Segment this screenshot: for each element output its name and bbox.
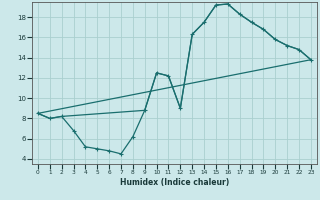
X-axis label: Humidex (Indice chaleur): Humidex (Indice chaleur) <box>120 178 229 187</box>
